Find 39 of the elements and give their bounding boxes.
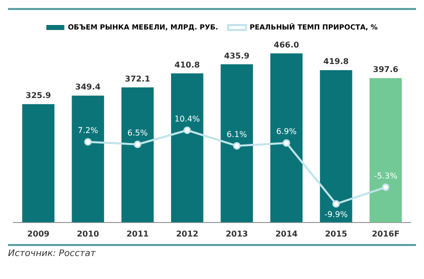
data-label: 419.8 <box>323 57 350 66</box>
data-label: -5.3% <box>374 171 398 180</box>
x-tick-label: 2014 <box>275 229 298 238</box>
bar <box>171 73 204 222</box>
bar <box>72 96 104 222</box>
bar <box>370 78 402 222</box>
x-tick-label: 2012 <box>176 229 198 238</box>
point <box>233 142 241 150</box>
point <box>332 200 340 208</box>
x-tick-label: 2010 <box>76 229 100 238</box>
data-label: 7.2% <box>78 126 98 135</box>
x-tick-label: 2011 <box>126 229 150 238</box>
data-label: 10.4% <box>174 114 200 124</box>
data-label: 6.5% <box>127 128 148 138</box>
bar <box>320 70 352 222</box>
data-label: 466.0 <box>274 40 300 50</box>
point <box>84 138 92 146</box>
x-tick-label: 2015 <box>324 229 348 238</box>
data-label: -9.9% <box>324 210 348 219</box>
bar <box>121 87 154 222</box>
data-label: 397.6 <box>373 65 399 74</box>
data-label: 6.1% <box>226 130 248 139</box>
data-label: 6.9% <box>276 127 297 136</box>
x-tick-label: 2013 <box>226 229 248 238</box>
bar <box>22 104 54 222</box>
bar <box>270 53 303 222</box>
x-tick-label: 2009 <box>27 229 50 238</box>
point <box>134 140 142 148</box>
data-label: 435.9 <box>224 51 250 60</box>
point <box>382 183 390 191</box>
text: Источник: Росстат <box>8 249 97 259</box>
x-tick-label: 2016F <box>372 229 400 238</box>
data-label: 410.8 <box>174 60 200 70</box>
point <box>282 139 290 147</box>
point <box>183 126 191 134</box>
data-label: 325.9 <box>26 91 52 100</box>
data-label: 372.1 <box>124 74 151 84</box>
data-label: 349.4 <box>75 82 102 92</box>
bar <box>220 64 253 222</box>
